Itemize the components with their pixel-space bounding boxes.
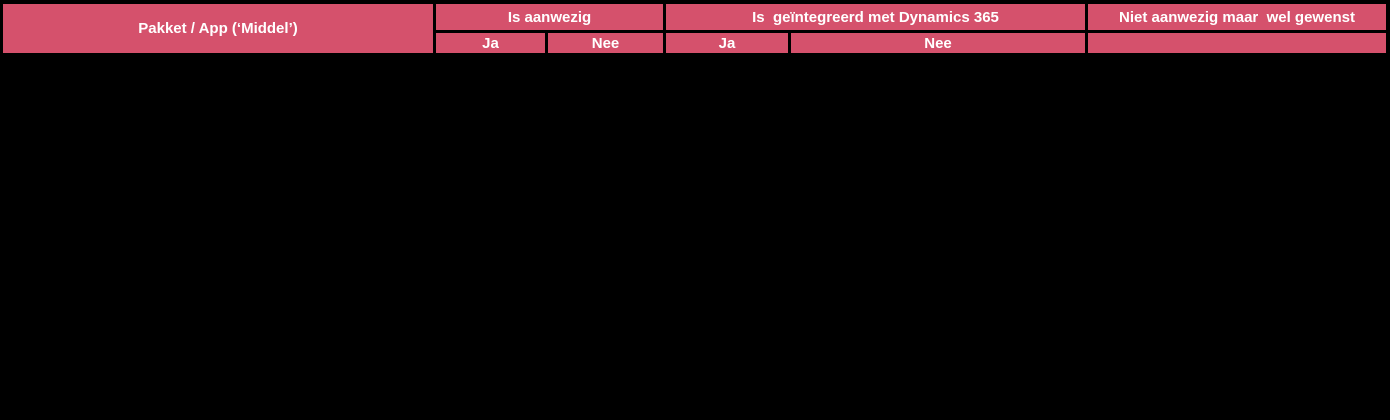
header-package-column: Pakket / App (‘Middel’) (0, 0, 436, 56)
header-row-subcolumns: Ja Nee Ja Nee (2, 30, 1389, 56)
assessment-table: Pakket / App (‘Middel’) Is aanwezig Is g… (0, 0, 1389, 56)
subheader-integrated-ja: Ja (663, 30, 791, 56)
empty-body-region (0, 56, 1390, 420)
subheader-aanwezig-ja: Ja (433, 30, 548, 56)
header-group-is-aanwezig: Is aanwezig (433, 0, 666, 33)
header-group-integrated-dynamics365: Is geïntegreerd met Dynamics 365 (663, 0, 1088, 33)
header-row-groups: Pakket / App (‘Middel’) Is aanwezig Is g… (0, 0, 1389, 56)
subheader-integrated-nee: Nee (788, 30, 1088, 56)
subheader-niet-aanwezig-empty (1085, 30, 1389, 56)
header-niet-aanwezig-gewenst: Niet aanwezig maar wel gewenst (1085, 0, 1389, 33)
subheader-aanwezig-nee: Nee (545, 30, 666, 56)
